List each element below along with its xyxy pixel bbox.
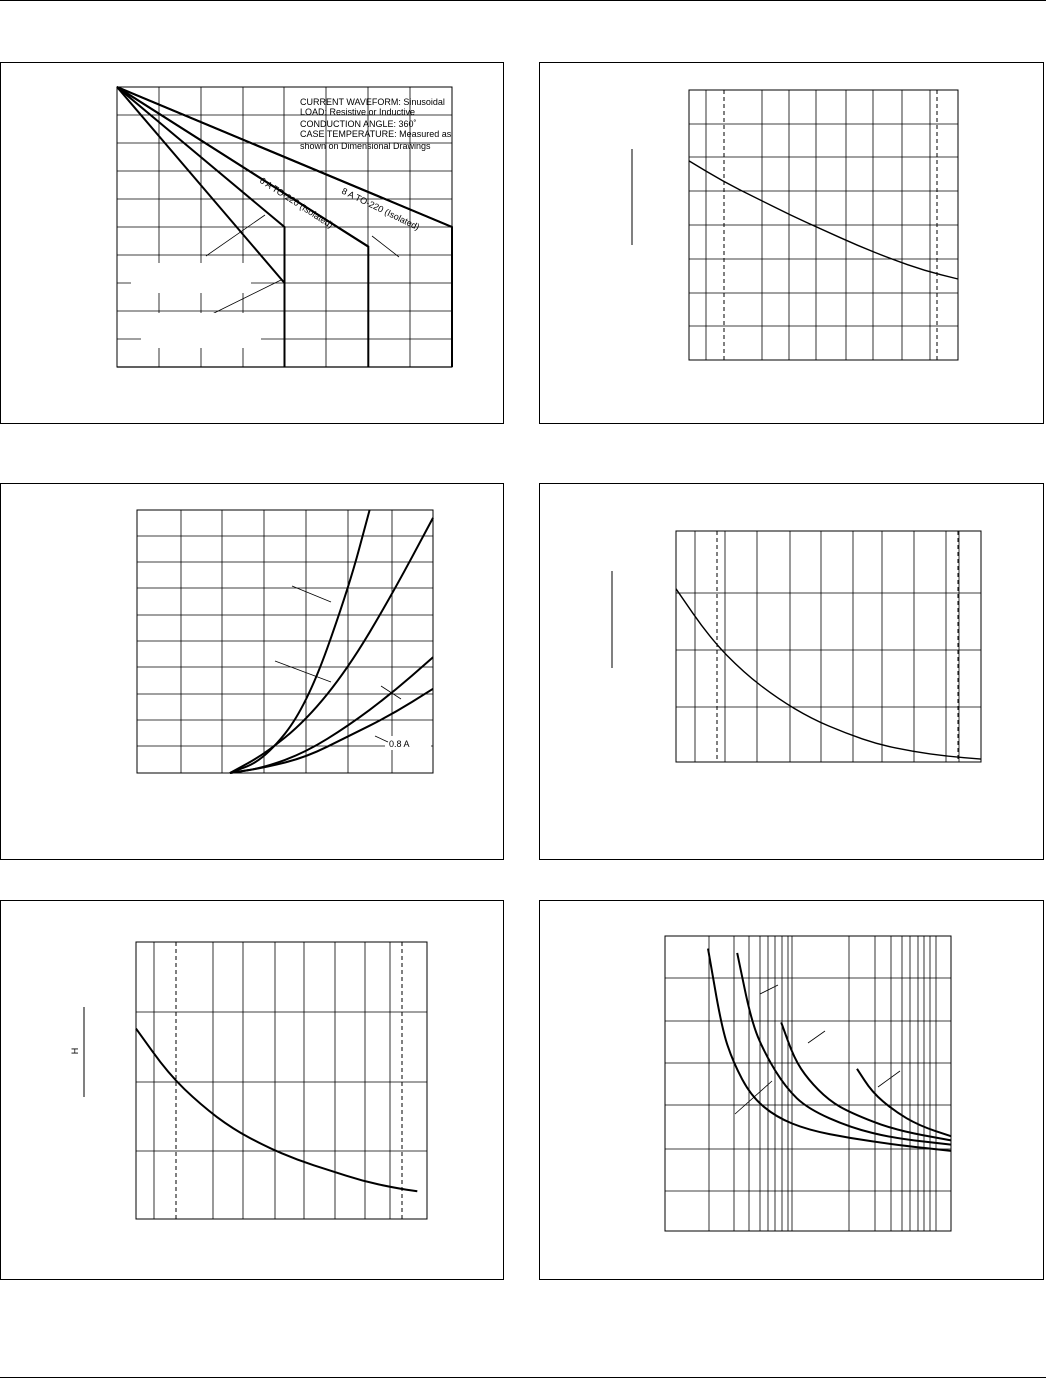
chart-svg-4 xyxy=(611,530,982,763)
note-line-2: LOAD: Resistive or Inductive xyxy=(300,107,415,117)
y-axis-label: H xyxy=(70,1048,80,1055)
series-line-1 xyxy=(229,509,371,774)
leader-line xyxy=(291,585,332,603)
chart-svg-6 xyxy=(664,935,952,1232)
note-line-4: CASE TEMPERATURE: Measured as xyxy=(300,129,452,139)
plot-frame xyxy=(664,935,952,1232)
leader-line xyxy=(274,660,332,683)
chart-panel-4 xyxy=(539,483,1044,860)
label-mask xyxy=(131,263,251,293)
series-line-4 xyxy=(856,1068,952,1138)
leader-line xyxy=(201,279,282,320)
top-rule xyxy=(0,0,1046,1)
chart-svg-2 xyxy=(631,89,959,361)
series-line-1 xyxy=(688,160,959,280)
chart-panel-5: H xyxy=(0,900,504,1280)
note-line-3: CONDUCTION ANGLE: 360˚ xyxy=(300,119,417,129)
leader-line xyxy=(205,214,266,257)
leader-line xyxy=(877,1070,901,1088)
chart-panel-3: 0.8 A xyxy=(0,483,504,860)
plot-frame xyxy=(675,530,982,763)
leader-line xyxy=(380,685,402,700)
series-line-1 xyxy=(675,588,982,760)
leader-line xyxy=(759,984,779,995)
chart-panel-2 xyxy=(539,62,1044,424)
chart-svg-3: 0.8 A xyxy=(136,509,434,774)
chart-svg-5: H xyxy=(70,941,428,1220)
leader-line xyxy=(734,1080,773,1115)
series-line-2 xyxy=(229,517,434,774)
series-line-2 xyxy=(116,86,286,367)
series-label-6a: 6 A TO-220 (Isolated) xyxy=(258,175,335,230)
series-line-6 xyxy=(116,86,453,367)
chart-panel-1: CURRENT WAVEFORM: Sinusoidal LOAD: Resist… xyxy=(0,62,504,424)
series-line-1 xyxy=(707,948,952,1152)
series-line-2 xyxy=(736,952,952,1146)
leader-line xyxy=(807,1030,826,1044)
leader-line xyxy=(374,735,389,743)
chart-panel-6 xyxy=(539,900,1044,1280)
note-line-5: shown on Dimensional Drawings xyxy=(300,141,431,151)
series-line-1 xyxy=(116,86,286,284)
plot-frame xyxy=(135,941,428,1220)
leader-line xyxy=(371,235,400,258)
series-line-4 xyxy=(229,687,434,774)
annotation-0-8a: 0.8 A xyxy=(389,739,410,749)
series-line-4 xyxy=(116,86,370,367)
label-mask xyxy=(385,736,431,750)
note-line-1: CURRENT WAVEFORM: Sinusoidal xyxy=(300,97,445,107)
label-mask xyxy=(141,313,261,348)
plot-frame xyxy=(136,509,434,774)
series-line-1 xyxy=(135,1028,418,1193)
series-line-3 xyxy=(780,1022,952,1142)
